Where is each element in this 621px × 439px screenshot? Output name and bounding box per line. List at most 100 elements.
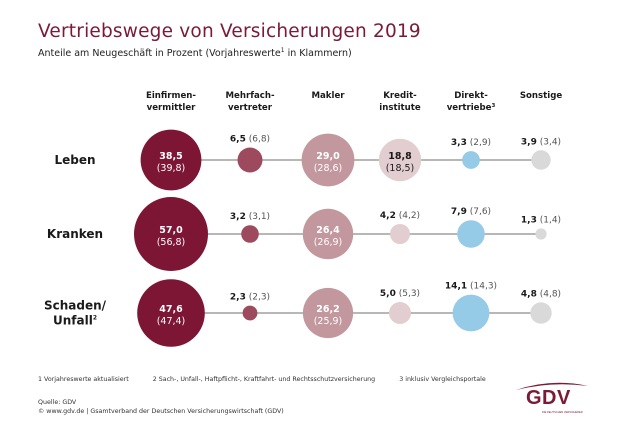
footnote-marker: 3 [491, 103, 495, 109]
bubble [241, 225, 259, 243]
current-value: 5,0 [380, 289, 396, 299]
column-header-line: Makler [311, 91, 345, 101]
value-label: 7,9 (7,6) [451, 207, 491, 217]
bubble [137, 279, 205, 347]
bubble [242, 305, 258, 321]
value-label: 18,8 [388, 151, 412, 162]
bubble [530, 302, 552, 324]
bubble [457, 220, 485, 248]
previous-value: (2,3) [246, 293, 270, 303]
bubble [531, 150, 551, 170]
previous-value: (1,4) [537, 215, 561, 225]
column-header-line: institute [379, 103, 421, 113]
column-header-line: vertriebe [447, 103, 492, 113]
bubble [378, 138, 422, 182]
gdv-logo: GDV DIE DEUTSCHEN VERSICHERER [512, 378, 592, 418]
chart-title: Vertriebswege von Versicherungen 2019 [38, 21, 421, 42]
footnote-marker: 2 [93, 315, 97, 322]
previous-value: (4,2) [396, 211, 420, 221]
current-value: 3,9 [521, 137, 537, 147]
current-value: 14,1 [445, 282, 467, 292]
bubble [237, 147, 263, 173]
previous-value-label: (56,8) [157, 237, 186, 248]
previous-value-label: (39,8) [157, 163, 186, 174]
value-label: 26,4 [316, 225, 340, 236]
current-value: 4,8 [521, 289, 537, 299]
current-value: 2,3 [230, 293, 246, 303]
value-label: 3,3 (2,9) [451, 138, 491, 148]
value-label: 29,0 [316, 151, 340, 162]
value-label: 1,3 (1,4) [521, 215, 561, 225]
bubble [301, 133, 355, 187]
value-label: 3,2 (3,1) [230, 212, 270, 222]
copyright-line: © www.gdv.de | Gsamtverband der Deutsche… [38, 408, 284, 415]
row-label: Leben [54, 153, 95, 167]
previous-value: (14,3) [467, 282, 497, 292]
value-label: 4,2 (4,2) [380, 211, 420, 221]
column-header-line: Direkt- [454, 91, 488, 101]
chart-subtitle: Anteile am Neugeschäft in Prozent (Vorja… [38, 47, 352, 59]
row-label: Kranken [47, 227, 103, 241]
column-header: Sonstige [520, 91, 563, 101]
column-header-line: Mehrfach- [225, 91, 274, 101]
footnote-1: 1 Vorjahreswerte aktualisiert [38, 376, 129, 383]
value-label: 47,6 [159, 304, 183, 315]
logo-text: GDV [526, 387, 571, 409]
bubble [140, 129, 202, 191]
row-label: Schaden/Unfall2 [44, 299, 107, 328]
value-label: 38,5 [159, 151, 182, 162]
previous-value-label: (47,4) [157, 316, 186, 327]
current-value: 1,3 [521, 215, 537, 225]
value-label: 26,2 [316, 304, 339, 315]
value-label: 4,8 (4,8) [521, 289, 561, 299]
bubble [452, 294, 490, 332]
previous-value-label: (25,9) [314, 316, 343, 327]
bubble [462, 151, 480, 169]
current-value: 7,9 [451, 207, 467, 217]
bubble-chart: Einfirmen-vermittler Mehrfach-vertreter Ma… [44, 91, 563, 347]
previous-value: (3,4) [537, 137, 561, 147]
column-header: Mehrfach-vertreter [225, 91, 274, 113]
column-header-line: vermittler [147, 103, 197, 113]
current-value: 3,2 [230, 212, 246, 222]
column-header-line: Kredit- [383, 91, 417, 101]
column-header-line: Einfirmen- [146, 91, 196, 101]
bubble [389, 302, 411, 324]
column-header: Makler [311, 91, 345, 101]
logo-swoosh-icon [516, 382, 588, 390]
bubble [390, 224, 410, 244]
column-header: Direkt-vertriebe3 [447, 91, 496, 113]
column-header: Kredit-institute [379, 91, 421, 113]
previous-value: (6,8) [246, 135, 270, 145]
subtitle-footnote-marker: 1 [280, 47, 285, 54]
value-label: 3,9 (3,4) [521, 137, 561, 147]
previous-value: (7,6) [467, 207, 491, 217]
current-value: 4,2 [380, 211, 396, 221]
column-header-line: Sonstige [520, 91, 563, 101]
value-label: 2,3 (2,3) [230, 293, 270, 303]
subtitle-text-end: in Klammern) [284, 48, 352, 60]
row-label-line: Unfall [53, 314, 93, 328]
footnote-2: 2 Sach-, Unfall-, Haftpflicht-, Kraftfah… [152, 376, 376, 383]
column-header-line: vertreter [228, 103, 273, 113]
current-value: 6,5 [230, 135, 246, 145]
bubble [302, 208, 354, 260]
previous-value-label: (26,9) [314, 237, 343, 248]
previous-value-label: (18,5) [386, 163, 415, 174]
value-label: 57,0 [159, 225, 183, 236]
row-label-line: Schaden/ [44, 299, 107, 313]
logo-tagline: DIE DEUTSCHEN VERSICHERER [542, 411, 583, 414]
column-header: Einfirmen-vermittler [146, 91, 196, 113]
footnote-3: 3 inklusiv Vergleichsportale [399, 376, 486, 383]
row-label-line: Kranken [47, 227, 103, 241]
previous-value: (4,8) [537, 289, 561, 299]
source-block: Quelle: GDV © www.gdv.de | Gsamtverband … [38, 398, 284, 416]
previous-value-label: (28,6) [314, 163, 343, 174]
row-label-line: Leben [54, 153, 95, 167]
subtitle-text: Anteile am Neugeschäft in Prozent (Vorja… [38, 48, 281, 60]
value-label: 5,0 (5,3) [380, 289, 420, 299]
current-value: 3,3 [451, 138, 467, 148]
previous-value: (2,9) [467, 138, 491, 148]
previous-value: (3,1) [246, 212, 270, 222]
value-label: 14,1 (14,3) [445, 282, 497, 292]
